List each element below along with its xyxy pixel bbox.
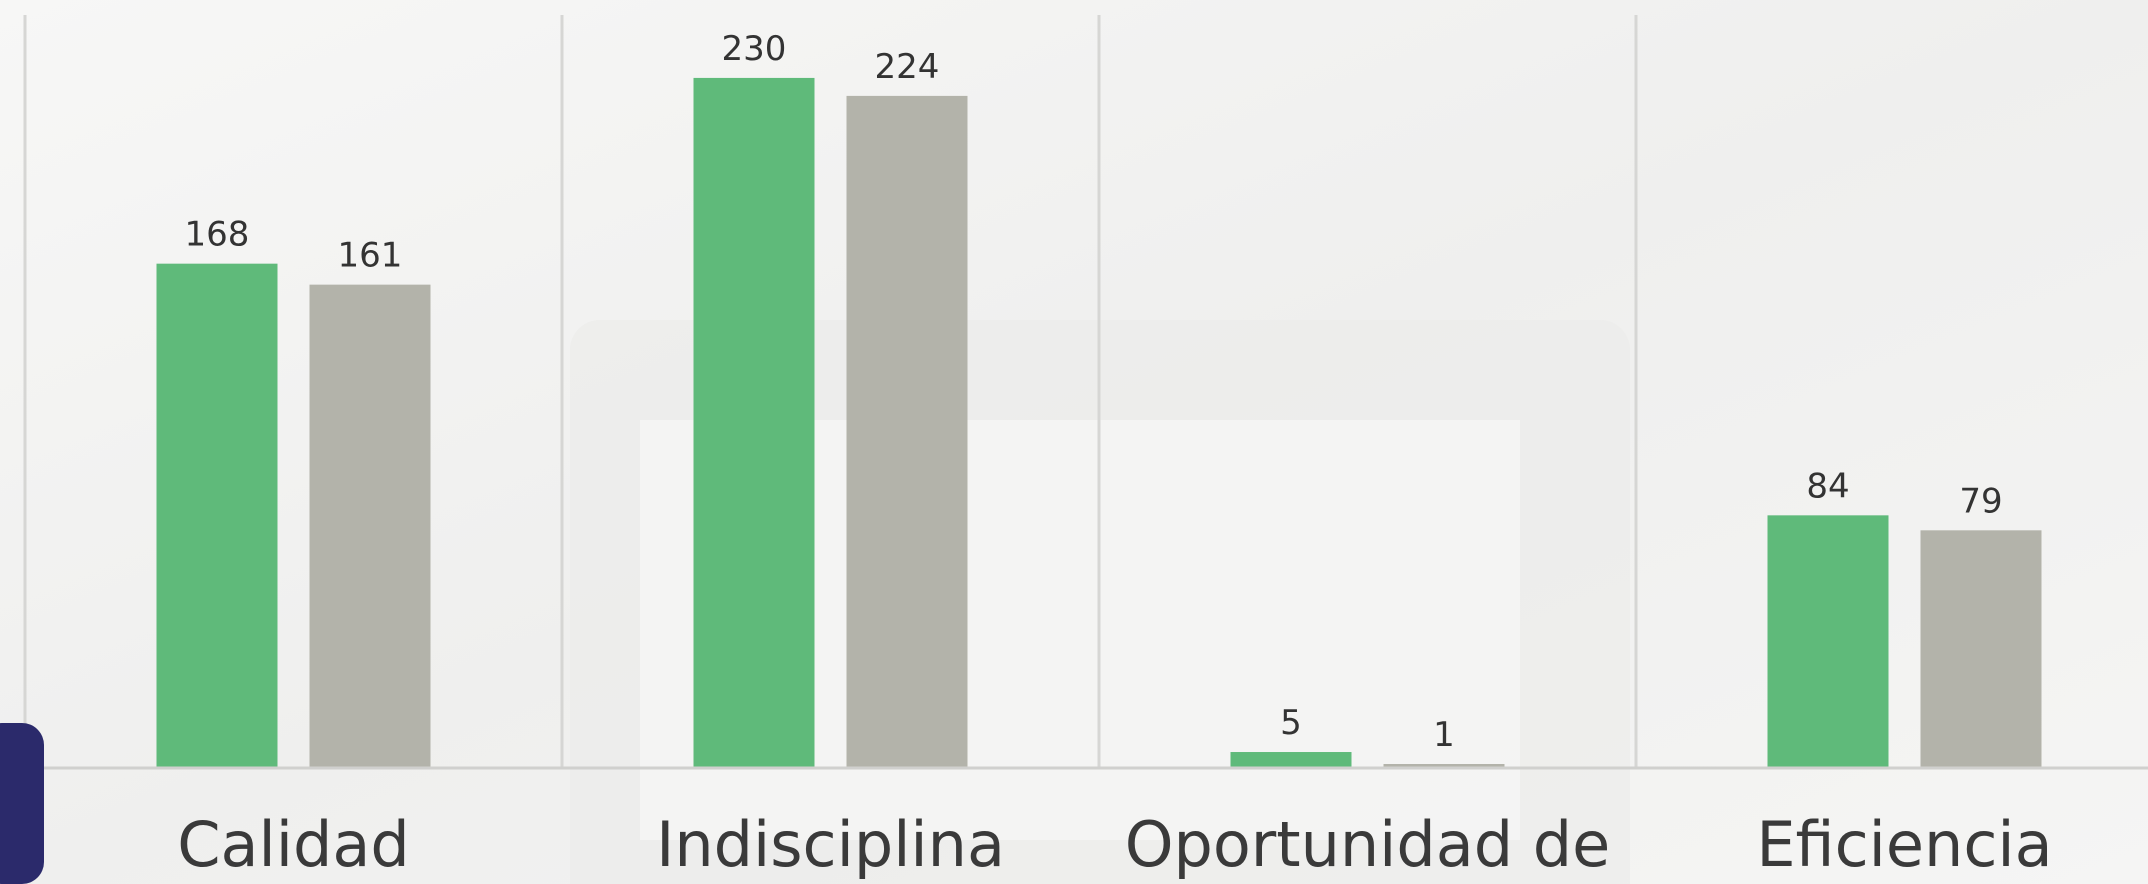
- bar: [157, 264, 278, 767]
- side-tab: [0, 723, 44, 884]
- bar: [310, 285, 431, 767]
- x-tick-label: Oportunidad de: [1125, 808, 1611, 881]
- x-tick-label: Calidad: [177, 808, 409, 881]
- x-tick-label: Indisciplina: [656, 808, 1005, 881]
- bar: [847, 96, 968, 767]
- data-label: 230: [722, 29, 787, 69]
- page: {"chart_data": {"type": "bar", "categori…: [0, 0, 2148, 884]
- data-label: 161: [338, 236, 403, 276]
- data-label: 5: [1280, 703, 1302, 743]
- bar: [1921, 530, 2042, 767]
- bar: [1768, 515, 1889, 767]
- x-tick-label: Eficiencia: [1756, 808, 2052, 881]
- chart: Calidad 168 161 Indisciplina 230 224 Oportunid…: [0, 0, 2148, 884]
- bar: [1231, 752, 1352, 767]
- data-label: 168: [185, 215, 250, 255]
- data-label: 1: [1433, 715, 1455, 755]
- data-label: 79: [1959, 481, 2002, 521]
- bar: [694, 78, 815, 767]
- data-label: 84: [1806, 466, 1849, 506]
- data-label: 224: [875, 47, 940, 87]
